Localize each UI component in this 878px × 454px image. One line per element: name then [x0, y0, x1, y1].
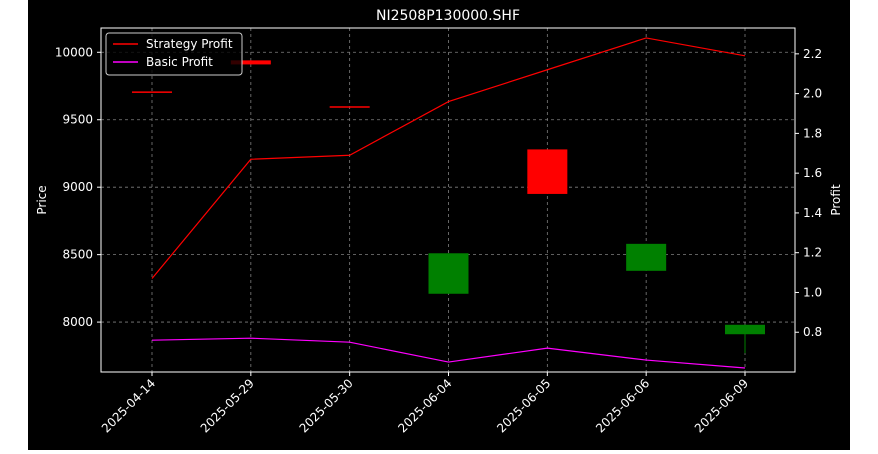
left-tick-label: 9000 [62, 180, 93, 194]
left-tick-label: 9500 [62, 113, 93, 127]
left-axis: 8000 8500 9000 9500 10000 [55, 45, 101, 329]
right-axis: 0.8 1.0 1.2 1.4 1.6 1.8 2.0 2.2 [795, 47, 822, 339]
line-layer [151, 37, 746, 369]
candle-body [329, 106, 370, 108]
right-tick-label: 1.8 [803, 126, 822, 140]
right-axis-label: Profit [829, 184, 843, 216]
candle-body [527, 149, 568, 194]
right-tick-label: 2.2 [803, 47, 822, 61]
right-tick-label: 1.6 [803, 166, 822, 180]
left-tick-label: 10000 [55, 45, 93, 59]
chart-title: NI2508P130000.SHF [376, 8, 520, 24]
candle-body [626, 243, 667, 271]
legend-label-strategy-profit: Strategy Profit [146, 37, 233, 51]
strategy-profit-line [151, 37, 746, 279]
legend-label-basic-profit: Basic Profit [146, 55, 213, 69]
legend-box [105, 32, 243, 76]
candle-body [230, 60, 271, 65]
basic-profit-line [151, 337, 746, 369]
left-tick-label: 8500 [62, 248, 93, 262]
left-tick-label: 8000 [62, 315, 93, 329]
right-tick-label: 1.2 [803, 246, 822, 260]
right-tick-label: 1.4 [803, 206, 822, 220]
legend: Strategy Profit Basic Profit [105, 32, 243, 76]
right-tick-label: 0.8 [803, 325, 822, 339]
candle-layer [132, 60, 765, 354]
right-tick-label: 2.0 [803, 87, 822, 101]
right-tick-label: 1.0 [803, 285, 822, 299]
candle-body [428, 253, 469, 294]
candle-body [132, 91, 172, 93]
left-axis-label: Price [35, 185, 49, 214]
candle-body [725, 324, 765, 335]
